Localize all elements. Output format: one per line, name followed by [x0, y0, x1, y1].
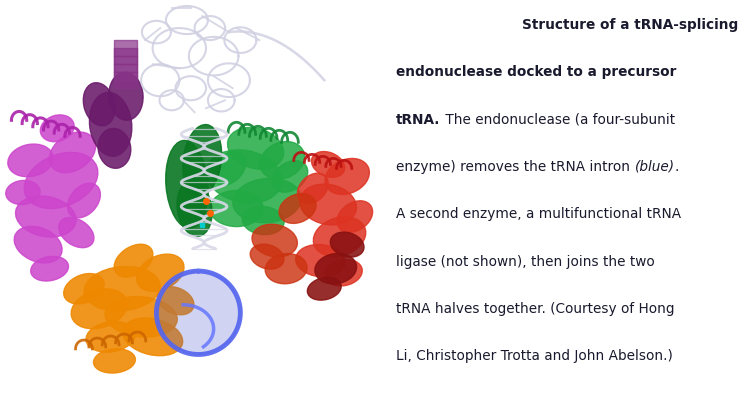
- Ellipse shape: [307, 277, 341, 300]
- Ellipse shape: [83, 83, 115, 126]
- Ellipse shape: [182, 125, 222, 196]
- Ellipse shape: [68, 183, 101, 218]
- Ellipse shape: [94, 349, 135, 373]
- Ellipse shape: [24, 152, 98, 209]
- Ellipse shape: [210, 190, 264, 227]
- Ellipse shape: [279, 194, 316, 223]
- Ellipse shape: [207, 150, 282, 203]
- Ellipse shape: [272, 161, 308, 192]
- Ellipse shape: [98, 128, 131, 168]
- Ellipse shape: [233, 178, 301, 223]
- Ellipse shape: [260, 142, 305, 179]
- Text: ligase (not shown), then joins the two: ligase (not shown), then joins the two: [397, 255, 655, 269]
- Ellipse shape: [250, 244, 284, 269]
- Ellipse shape: [315, 253, 357, 284]
- Ellipse shape: [157, 287, 194, 315]
- Text: Li, Christopher Trotta and John Abelson.): Li, Christopher Trotta and John Abelson.…: [397, 349, 673, 363]
- Text: tRNA.: tRNA.: [397, 113, 441, 127]
- Ellipse shape: [297, 173, 328, 204]
- Ellipse shape: [86, 322, 135, 352]
- Ellipse shape: [31, 256, 68, 281]
- Ellipse shape: [8, 144, 53, 177]
- Ellipse shape: [252, 224, 297, 257]
- Text: A second enzyme, a multifunctional tRNA: A second enzyme, a multifunctional tRNA: [397, 207, 681, 221]
- Polygon shape: [156, 271, 240, 354]
- Ellipse shape: [177, 181, 212, 236]
- Ellipse shape: [59, 217, 94, 248]
- Ellipse shape: [50, 132, 95, 173]
- Ellipse shape: [330, 232, 364, 257]
- Text: (blue): (blue): [635, 160, 675, 174]
- Ellipse shape: [41, 115, 74, 142]
- Text: Structure of a tRNA-splicing: Structure of a tRNA-splicing: [522, 18, 738, 32]
- Ellipse shape: [296, 245, 345, 277]
- Ellipse shape: [14, 226, 62, 263]
- Ellipse shape: [122, 318, 182, 356]
- Ellipse shape: [313, 217, 366, 256]
- Ellipse shape: [212, 152, 246, 185]
- Text: The endonuclease (a four-subunit: The endonuclease (a four-subunit: [441, 113, 675, 127]
- Text: .: .: [675, 160, 679, 174]
- Ellipse shape: [71, 289, 127, 329]
- Text: endonuclease docked to a precursor: endonuclease docked to a precursor: [397, 65, 677, 79]
- Ellipse shape: [89, 92, 132, 156]
- Ellipse shape: [105, 297, 177, 337]
- Ellipse shape: [137, 254, 184, 291]
- Ellipse shape: [312, 152, 345, 177]
- Ellipse shape: [228, 128, 284, 169]
- Ellipse shape: [6, 180, 40, 205]
- Ellipse shape: [114, 244, 153, 277]
- Ellipse shape: [16, 196, 76, 237]
- Text: tRNA halves together. (Courtesy of Hong: tRNA halves together. (Courtesy of Hong: [397, 302, 675, 316]
- Ellipse shape: [109, 72, 143, 120]
- Ellipse shape: [300, 184, 357, 225]
- Ellipse shape: [324, 259, 362, 286]
- Text: enzyme) removes the tRNA intron: enzyme) removes the tRNA intron: [397, 160, 635, 174]
- Ellipse shape: [166, 140, 208, 229]
- Ellipse shape: [265, 253, 307, 284]
- Ellipse shape: [84, 267, 160, 311]
- Ellipse shape: [337, 201, 372, 232]
- Ellipse shape: [325, 158, 369, 194]
- Ellipse shape: [243, 207, 284, 235]
- Ellipse shape: [64, 273, 104, 304]
